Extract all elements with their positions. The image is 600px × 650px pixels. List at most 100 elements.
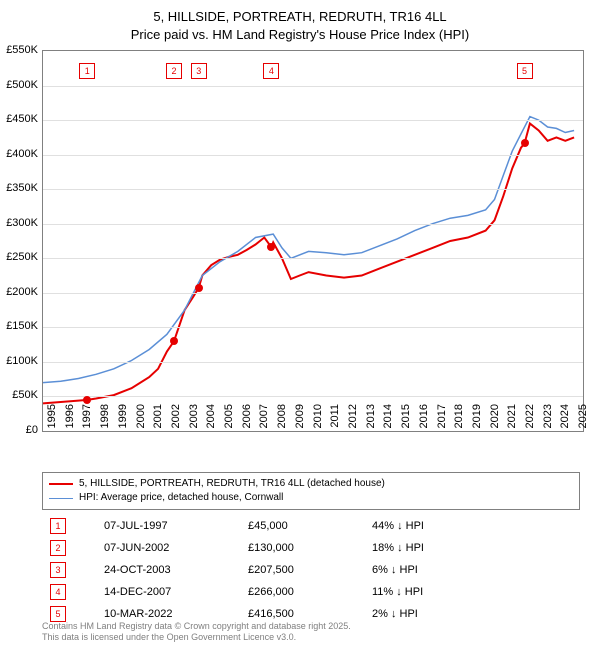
chart-marker-3: 3 — [191, 63, 207, 79]
sale-marker-dot — [521, 139, 529, 147]
sale-marker-dot — [195, 284, 203, 292]
gridline — [43, 86, 583, 87]
y-axis-label: £350K — [3, 182, 38, 194]
y-axis-label: £100K — [3, 355, 38, 367]
legend: 5, HILLSIDE, PORTREATH, REDRUTH, TR16 4L… — [42, 472, 580, 510]
x-axis-label: 1995 — [46, 404, 58, 434]
table-row: 3 24-OCT-2003£207,5006% ↓ HPI — [44, 560, 430, 580]
gridline — [43, 120, 583, 121]
footer-line-2: This data is licensed under the Open Gov… — [42, 632, 351, 644]
legend-item-hpi: HPI: Average price, detached house, Corn… — [49, 491, 573, 505]
table-row: 1 07-JUL-1997£45,00044% ↓ HPI — [44, 516, 430, 536]
table-price: £45,000 — [242, 516, 364, 536]
footer: Contains HM Land Registry data © Crown c… — [42, 621, 351, 644]
x-axis-label: 2021 — [506, 404, 518, 434]
legend-label-property: 5, HILLSIDE, PORTREATH, REDRUTH, TR16 4L… — [79, 477, 385, 491]
gridline — [43, 189, 583, 190]
legend-swatch-property — [49, 483, 73, 485]
legend-label-hpi: HPI: Average price, detached house, Corn… — [79, 491, 283, 505]
table-price: £207,500 — [242, 560, 364, 580]
chart-marker-1: 1 — [79, 63, 95, 79]
y-axis-label: £550K — [3, 44, 38, 56]
x-axis-label: 2013 — [365, 404, 377, 434]
y-axis-label: £150K — [3, 320, 38, 332]
title-line-1: 5, HILLSIDE, PORTREATH, REDRUTH, TR16 4L… — [0, 8, 600, 26]
gridline — [43, 396, 583, 397]
legend-item-property: 5, HILLSIDE, PORTREATH, REDRUTH, TR16 4L… — [49, 477, 573, 491]
y-axis-label: £450K — [3, 113, 38, 125]
chart-marker-2: 2 — [166, 63, 182, 79]
table-delta: 18% ↓ HPI — [366, 538, 430, 558]
sale-marker-dot — [267, 243, 275, 251]
chart-container: 5, HILLSIDE, PORTREATH, REDRUTH, TR16 4L… — [0, 0, 600, 650]
x-axis-label: 1998 — [99, 404, 111, 434]
x-axis-label: 2012 — [347, 404, 359, 434]
table-row: 2 07-JUN-2002£130,00018% ↓ HPI — [44, 538, 430, 558]
footer-line-1: Contains HM Land Registry data © Crown c… — [42, 621, 351, 633]
gridline — [43, 362, 583, 363]
gridline — [43, 155, 583, 156]
x-axis-label: 2014 — [382, 404, 394, 434]
x-axis-label: 2024 — [559, 404, 571, 434]
table-marker: 1 — [50, 518, 66, 534]
y-axis-label: £200K — [3, 286, 38, 298]
title-line-2: Price paid vs. HM Land Registry's House … — [0, 26, 600, 44]
x-axis-label: 2022 — [524, 404, 536, 434]
table-date: 14-DEC-2007 — [98, 582, 240, 602]
table-price: £266,000 — [242, 582, 364, 602]
table-marker: 3 — [50, 562, 66, 578]
gridline — [43, 224, 583, 225]
chart-svg — [43, 51, 583, 431]
x-axis-label: 2000 — [135, 404, 147, 434]
table-marker: 5 — [50, 606, 66, 622]
legend-swatch-hpi — [49, 498, 73, 499]
x-axis-label: 2015 — [400, 404, 412, 434]
y-axis-label: £500K — [3, 79, 38, 91]
x-axis-label: 2004 — [205, 404, 217, 434]
x-axis-label: 2011 — [329, 404, 341, 434]
y-axis-label: £50K — [3, 389, 38, 401]
x-axis-label: 2008 — [276, 404, 288, 434]
x-axis-label: 1997 — [81, 404, 93, 434]
x-axis-label: 2016 — [418, 404, 430, 434]
gridline — [43, 327, 583, 328]
sale-marker-dot — [83, 396, 91, 404]
y-axis-label: £400K — [3, 148, 38, 160]
table-date: 07-JUL-1997 — [98, 516, 240, 536]
chart-plot-area: 12345 — [42, 50, 584, 432]
series-hpi — [43, 117, 574, 383]
x-axis-label: 2001 — [152, 404, 164, 434]
table-marker: 2 — [50, 540, 66, 556]
y-axis-label: £0 — [3, 424, 38, 436]
x-axis-label: 2009 — [294, 404, 306, 434]
x-axis-label: 2006 — [241, 404, 253, 434]
title-block: 5, HILLSIDE, PORTREATH, REDRUTH, TR16 4L… — [0, 0, 600, 44]
table-delta: 44% ↓ HPI — [366, 516, 430, 536]
table-date: 07-JUN-2002 — [98, 538, 240, 558]
x-axis-label: 1999 — [117, 404, 129, 434]
x-axis-label: 1996 — [64, 404, 76, 434]
x-axis-label: 2010 — [312, 404, 324, 434]
chart-marker-5: 5 — [517, 63, 533, 79]
table-delta: 6% ↓ HPI — [366, 560, 430, 580]
gridline — [43, 258, 583, 259]
x-axis-label: 2020 — [489, 404, 501, 434]
x-axis-label: 2002 — [170, 404, 182, 434]
table-row: 4 14-DEC-2007£266,00011% ↓ HPI — [44, 582, 430, 602]
x-axis-label: 2003 — [188, 404, 200, 434]
table-price: £130,000 — [242, 538, 364, 558]
sale-marker-dot — [170, 337, 178, 345]
y-axis-label: £300K — [3, 217, 38, 229]
x-axis-label: 2005 — [223, 404, 235, 434]
x-axis-label: 2023 — [542, 404, 554, 434]
table-date: 24-OCT-2003 — [98, 560, 240, 580]
x-axis-label: 2025 — [577, 404, 589, 434]
y-axis-label: £250K — [3, 251, 38, 263]
x-axis-label: 2017 — [436, 404, 448, 434]
table-delta: 2% ↓ HPI — [366, 604, 430, 624]
table-delta: 11% ↓ HPI — [366, 582, 430, 602]
table-marker: 4 — [50, 584, 66, 600]
sales-table: 1 07-JUL-1997£45,00044% ↓ HPI 2 07-JUN-2002… — [42, 514, 432, 626]
chart-marker-4: 4 — [263, 63, 279, 79]
x-axis-label: 2007 — [258, 404, 270, 434]
